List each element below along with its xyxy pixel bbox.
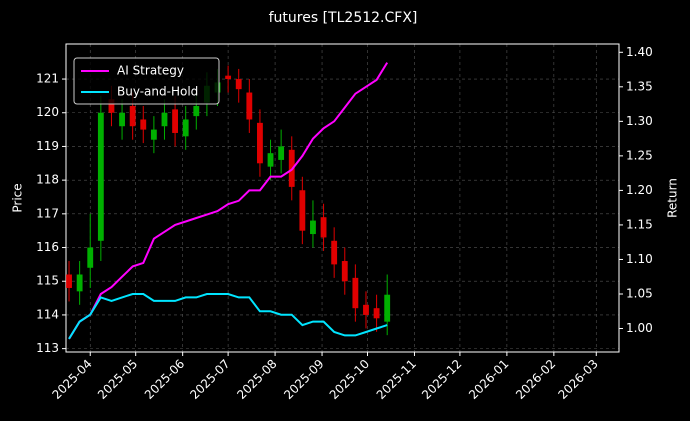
y-tick-label: 121 — [36, 72, 59, 86]
candle-body — [76, 274, 83, 292]
y-tick-label: 113 — [36, 341, 59, 355]
y-axis-label: Price — [11, 183, 25, 212]
candle-body — [267, 153, 274, 167]
plot-frame — [65, 43, 620, 353]
return-line — [68, 62, 389, 340]
chart-title: futures [TL2512.CFX] — [269, 10, 418, 26]
candle-body — [278, 146, 285, 160]
candle-body — [363, 304, 369, 315]
candle-body — [161, 112, 168, 127]
y2-tick-label: 1.20 — [626, 183, 653, 197]
candle-body — [97, 112, 104, 241]
candle-body — [310, 220, 316, 235]
candle-body — [341, 261, 348, 282]
candle-body — [373, 308, 380, 319]
y-tick-label: 116 — [36, 240, 59, 254]
y2-axis-label: Return — [666, 178, 680, 218]
candle-body — [193, 106, 200, 117]
candle-body — [299, 190, 306, 231]
y2-tick-label: 1.10 — [626, 252, 653, 266]
y2-tick-label: 1.40 — [626, 45, 653, 59]
candle-body — [331, 240, 338, 265]
y2-tick-label: 1.25 — [626, 148, 653, 162]
candle-body — [87, 247, 94, 268]
legend-box — [73, 57, 220, 105]
candle-body — [150, 129, 157, 140]
return-line — [68, 293, 388, 340]
candle-body — [352, 277, 359, 309]
legend-label: Buy-and-Hold — [117, 85, 198, 99]
candle-body — [66, 274, 72, 288]
candle-body — [246, 92, 253, 120]
candle-body — [172, 109, 179, 133]
y-tick-label: 120 — [36, 105, 59, 119]
candle-body — [129, 106, 136, 127]
candle-body — [235, 79, 242, 90]
candle-body — [182, 119, 189, 137]
candle-body — [140, 119, 147, 130]
candle-body — [119, 112, 125, 127]
y2-tick-label: 1.00 — [626, 321, 653, 335]
legend-label: AI Strategy — [117, 64, 184, 78]
candle-body — [320, 217, 327, 238]
y2-tick-label: 1.35 — [626, 79, 653, 93]
y-tick-label: 115 — [36, 274, 59, 288]
y-tick-label: 118 — [36, 173, 59, 187]
candle-body — [225, 75, 232, 80]
candle-body — [257, 122, 263, 164]
y-tick-label: 117 — [36, 206, 59, 220]
y2-tick-label: 1.15 — [626, 217, 653, 231]
candle-body — [384, 294, 391, 322]
y-tick-label: 119 — [36, 139, 59, 153]
candle-body — [108, 99, 115, 113]
y2-tick-label: 1.30 — [626, 114, 653, 128]
y-tick-label: 114 — [36, 307, 59, 321]
y2-tick-label: 1.05 — [626, 286, 653, 300]
